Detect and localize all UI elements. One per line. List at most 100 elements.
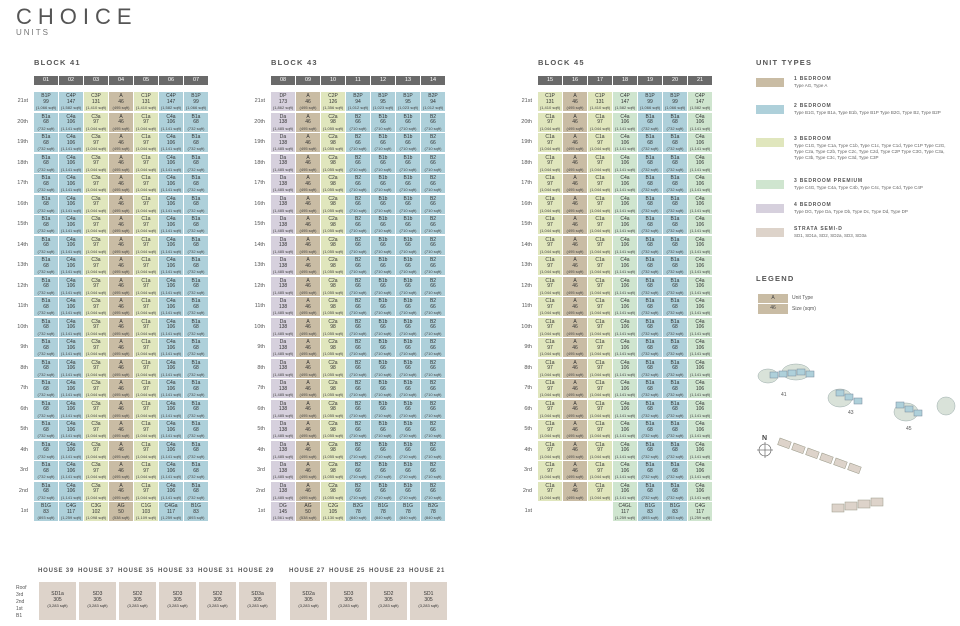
- unit-cell: C3a 97 (1,044 sqft): [84, 399, 108, 419]
- unit-type: C2a: [328, 257, 338, 263]
- unit-cell: A 46 (495 sqft): [563, 133, 587, 152]
- house-type: SD2a: [302, 591, 315, 597]
- unit-size-sqm: 106: [166, 467, 176, 474]
- unit-size-sqft: (840 sqft): [424, 515, 442, 521]
- unit-size-sqft: (1,141 sqft): [614, 310, 636, 316]
- house-sqm: 305: [384, 597, 393, 603]
- unit-cell: B1P 99 (1,066 sqft): [34, 92, 58, 111]
- unit-size-sqft: (1,141 sqft): [160, 269, 182, 275]
- unit-size-sqm: 83: [193, 508, 199, 515]
- unit-size-sqft: (1,044 sqft): [85, 310, 107, 316]
- unit-type: C4a: [620, 216, 630, 222]
- unit-size-sqft: (1,485 sqft): [272, 248, 294, 254]
- unit-cell: B2 66 (710 sqft): [421, 235, 445, 255]
- unit-size-sqm: 106: [166, 488, 176, 495]
- unit-type: C3a: [91, 298, 101, 304]
- unit-size-sqm: 98: [330, 139, 336, 146]
- unit-size-sqm: 66: [430, 406, 436, 413]
- unit-type: C4a: [66, 482, 76, 489]
- unit-cell: B1a 68 (732 sqft): [34, 379, 58, 398]
- unit-size-sqm: 66: [405, 344, 411, 351]
- unit-cell: C1a 97 (1,044 sqft): [538, 256, 562, 275]
- unit-cell: A 46 (495 sqft): [563, 92, 587, 111]
- unit-size-sqm: 46: [572, 344, 578, 351]
- unit-size-sqm: 98: [330, 344, 336, 351]
- unit-cell: C1a 97 (1,044 sqft): [538, 174, 562, 193]
- unit-size-sqft: (710 sqft): [374, 289, 392, 295]
- unit-size-sqm: 46: [305, 262, 311, 269]
- floor-label: 2nd: [18, 487, 28, 494]
- unit-size-sqm: 68: [43, 283, 49, 290]
- unit-type: B2: [429, 441, 437, 448]
- floor-label: 18th: [17, 159, 28, 166]
- unit-size-sqm: 46: [572, 98, 578, 105]
- unit-cell: B2 66 (710 sqft): [421, 379, 445, 398]
- unit-cell: B1P 99 (1,066 sqft): [638, 92, 662, 111]
- unit-size-sqft: (1,044 sqft): [85, 228, 107, 234]
- unit-size-sqm: 68: [43, 119, 49, 126]
- block-43-title: BLOCK 43: [271, 58, 318, 67]
- house-title: HOUSE 37: [78, 568, 115, 574]
- floor-label: 15th: [17, 221, 28, 227]
- unit-type: C1a: [595, 195, 605, 202]
- unit-type: B1a: [41, 257, 51, 263]
- unit-size-sqft: (1,141 sqft): [689, 412, 711, 418]
- unit-size-sqft: (495 sqft): [112, 248, 130, 254]
- unit-type: C1a: [545, 421, 555, 427]
- unit-size-sqm: 97: [547, 221, 553, 228]
- unit-size-sqft: (732 sqft): [666, 494, 684, 500]
- unit-cell: B1a 68 (732 sqft): [34, 276, 58, 296]
- floor-label: 20th: [521, 118, 532, 125]
- unit-cell: C3a 97 (1,044 sqft): [84, 133, 108, 152]
- unit-size-sqft: (732 sqft): [187, 351, 205, 357]
- unit-size-sqm: 66: [380, 180, 386, 187]
- legend-sample-type: A: [758, 294, 788, 304]
- unit-size-sqm: 66: [430, 119, 436, 126]
- unit-type: C1a: [545, 482, 555, 489]
- unit-size-sqm: 99: [193, 98, 199, 105]
- unit-size-sqft: (1,141 sqft): [689, 228, 711, 234]
- unit-size-sqft: (732 sqft): [666, 330, 684, 336]
- unit-size-sqm: 97: [547, 119, 553, 126]
- unit-size-sqft: (1,485 sqft): [272, 494, 294, 500]
- unit-cell: B1b 66 (710 sqft): [371, 112, 395, 132]
- unit-size-sqm: 97: [143, 447, 149, 454]
- unit-type: A: [306, 441, 310, 448]
- unit-size-sqft: (495 sqft): [566, 371, 584, 377]
- house-title: HOUSE 33: [158, 568, 195, 574]
- unit-size-sqft: (732 sqft): [666, 146, 684, 152]
- floor-label: 5th: [524, 426, 532, 432]
- unit-cell: B1b 66 (710 sqft): [396, 338, 420, 357]
- unit-size-sqft: (710 sqft): [399, 433, 417, 439]
- unit-size-sqm: 68: [43, 160, 49, 167]
- unit-size-sqft: (495 sqft): [299, 474, 317, 480]
- unit-type: B1a: [645, 482, 655, 489]
- unit-size-sqft: (710 sqft): [424, 248, 442, 254]
- floor-label: 2nd: [255, 487, 265, 494]
- unit-type: B2: [354, 134, 362, 140]
- unit-size-sqm: 66: [430, 488, 436, 495]
- unit-cell: C4P 147 (1,582 sqft): [688, 92, 712, 111]
- unit-size-sqft: (1,044 sqft): [539, 146, 561, 152]
- unit-size-sqm: 68: [43, 262, 49, 269]
- unit-cell: B1b 66 (710 sqft): [396, 256, 420, 275]
- house-cell: SD2 305 (3,283 sqft): [369, 581, 408, 621]
- unit-type: B2: [354, 113, 362, 120]
- unit-cell: C4a 106 (1,141 sqft): [159, 153, 183, 173]
- unit-cell: C4a 106 (1,141 sqft): [688, 133, 712, 152]
- unit-size-sqm: 97: [93, 242, 99, 249]
- unit-size-sqft: (710 sqft): [399, 289, 417, 295]
- unit-type: C4a: [695, 339, 705, 345]
- unit-cell: B1a 68 (732 sqft): [663, 317, 687, 337]
- unit-type: B1b: [403, 195, 413, 202]
- unit-cell: B1P 99 (1,066 sqft): [663, 92, 687, 111]
- unit-size-sqft: (732 sqft): [641, 125, 659, 131]
- unit-size-sqft: (1,044 sqft): [135, 494, 157, 500]
- unit-size-sqm: 106: [620, 180, 630, 187]
- unit-size-sqft: (710 sqft): [399, 412, 417, 418]
- unit-cell: A 46 (495 sqft): [563, 358, 587, 378]
- unit-size-sqm: 97: [143, 406, 149, 413]
- unit-type: C1a: [545, 339, 555, 345]
- house-sqft: (3,283 sqft): [418, 603, 439, 608]
- floor-label: 6th: [257, 405, 265, 412]
